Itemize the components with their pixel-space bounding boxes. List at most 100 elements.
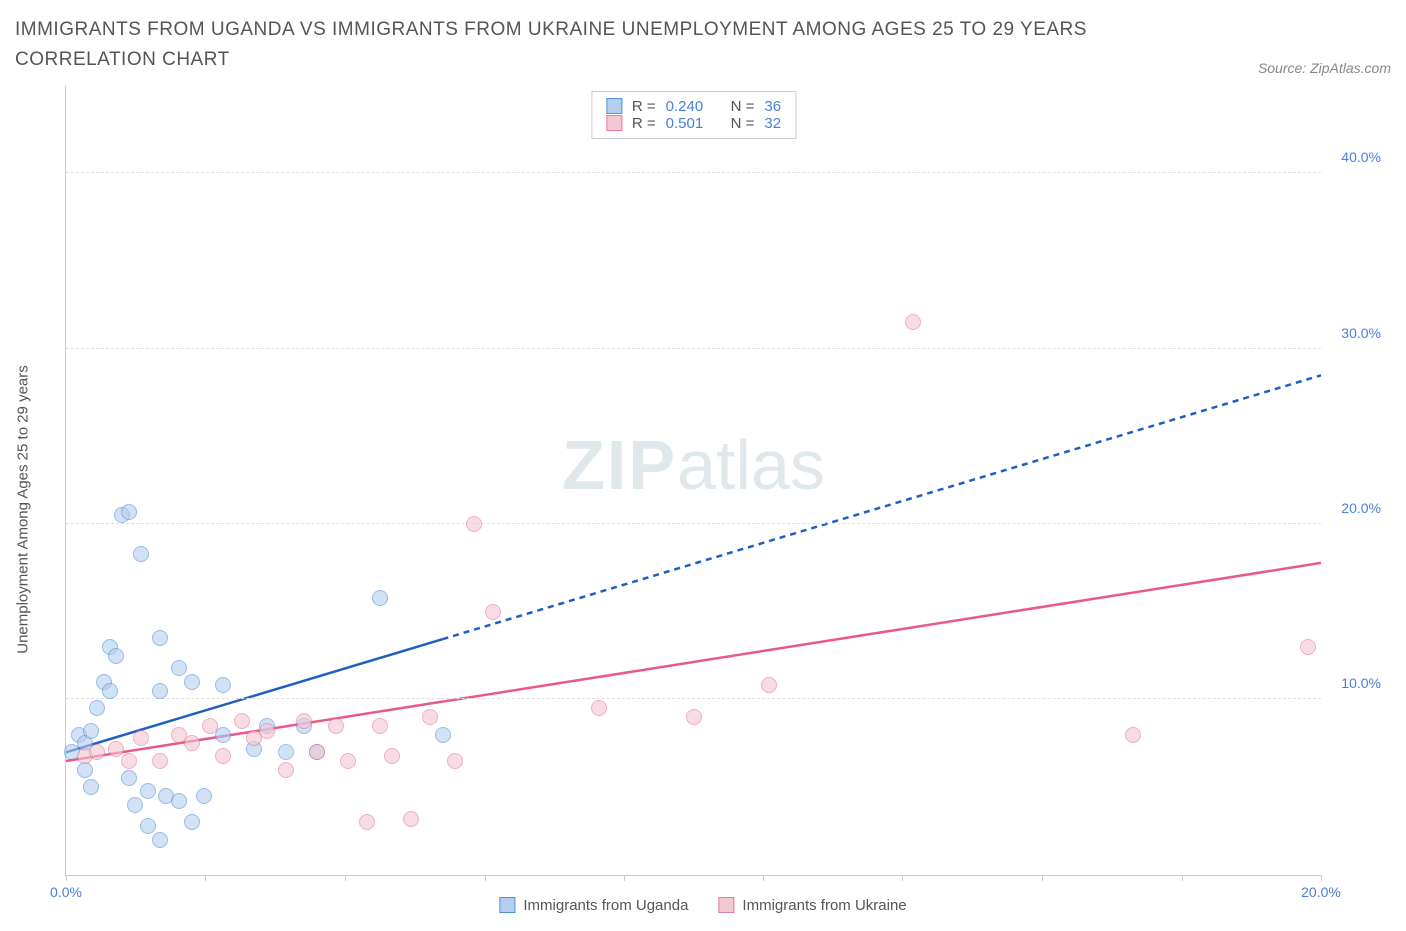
scatter-point [121, 753, 137, 769]
scatter-point [1125, 727, 1141, 743]
scatter-point [466, 516, 482, 532]
scatter-point [152, 630, 168, 646]
scatter-point [89, 744, 105, 760]
x-tick [1321, 875, 1322, 881]
series-name: Immigrants from Uganda [523, 897, 688, 914]
scatter-point [403, 811, 419, 827]
scatter-point [196, 788, 212, 804]
scatter-point [121, 504, 137, 520]
y-tick-label: 40.0% [1341, 149, 1381, 165]
scatter-point [215, 677, 231, 693]
scatter-point [278, 744, 294, 760]
series-name: Immigrants from Ukraine [742, 897, 906, 914]
scatter-point [340, 753, 356, 769]
series-legend: Immigrants from Uganda Immigrants from Uk… [499, 897, 906, 914]
x-tick [624, 875, 625, 881]
scatter-point [278, 762, 294, 778]
legend-swatch [606, 115, 622, 131]
plot-area: ZIPatlas R =0.240N =36R =0.501N =32 10.0… [65, 86, 1321, 876]
scatter-point [121, 770, 137, 786]
scatter-point [108, 741, 124, 757]
scatter-point [905, 314, 921, 330]
scatter-point [140, 818, 156, 834]
scatter-point [372, 718, 388, 734]
scatter-point [435, 727, 451, 743]
scatter-point [309, 744, 325, 760]
legend-swatch [499, 897, 515, 913]
x-tick [66, 875, 67, 881]
scatter-point [215, 748, 231, 764]
scatter-point [83, 779, 99, 795]
legend-top-row: R = 0.501 N = 32 [606, 115, 781, 132]
scatter-point [133, 546, 149, 562]
scatter-point [184, 674, 200, 690]
scatter-point [89, 700, 105, 716]
scatter-point [686, 709, 702, 725]
x-tick [345, 875, 346, 881]
scatter-point [127, 797, 143, 813]
scatter-point [761, 677, 777, 693]
scatter-point [591, 700, 607, 716]
n-label: N = [731, 115, 755, 132]
x-tick [763, 875, 764, 881]
r-label: R = [632, 98, 656, 115]
watermark: ZIPatlas [562, 425, 825, 505]
n-label: N = [731, 98, 755, 115]
legend-swatch [718, 897, 734, 913]
x-tick [1042, 875, 1043, 881]
scatter-point [77, 762, 93, 778]
scatter-point [83, 723, 99, 739]
legend-bottom-item: Immigrants from Uganda [499, 897, 688, 914]
scatter-point [171, 793, 187, 809]
chart-container: Unemployment Among Ages 25 to 29 years Z… [15, 86, 1391, 916]
scatter-point [184, 735, 200, 751]
y-tick-label: 20.0% [1341, 500, 1381, 516]
scatter-point [485, 604, 501, 620]
scatter-point [152, 683, 168, 699]
scatter-point [140, 783, 156, 799]
x-tick [1182, 875, 1183, 881]
y-axis-label: Unemployment Among Ages 25 to 29 years [15, 365, 32, 654]
r-value: 0.240 [666, 98, 721, 115]
scatter-point [234, 713, 250, 729]
scatter-point [328, 718, 344, 734]
scatter-point [372, 590, 388, 606]
scatter-point [384, 748, 400, 764]
scatter-point [296, 713, 312, 729]
scatter-point [152, 753, 168, 769]
legend-bottom-item: Immigrants from Ukraine [718, 897, 906, 914]
scatter-point [108, 648, 124, 664]
y-tick-label: 30.0% [1341, 325, 1381, 341]
scatter-point [171, 660, 187, 676]
gridline [66, 523, 1321, 524]
trend-line-dashed [443, 375, 1322, 639]
source-text: Source: ZipAtlas.com [1258, 60, 1391, 76]
legend-swatch [606, 98, 622, 114]
watermark-atlas: atlas [677, 426, 825, 504]
n-value: 36 [764, 98, 781, 115]
y-tick-label: 10.0% [1341, 675, 1381, 691]
scatter-point [259, 723, 275, 739]
legend-top-row: R = 0.240 N = 36 [606, 98, 781, 115]
chart-title: IMMIGRANTS FROM UGANDA VS IMMIGRANTS FRO… [15, 15, 1115, 76]
r-label: R = [632, 115, 656, 132]
scatter-point [422, 709, 438, 725]
scatter-point [202, 718, 218, 734]
n-value: 32 [764, 115, 781, 132]
x-tick [205, 875, 206, 881]
x-tick-label: 20.0% [1301, 884, 1341, 900]
x-tick [485, 875, 486, 881]
scatter-point [447, 753, 463, 769]
scatter-point [102, 683, 118, 699]
scatter-point [133, 730, 149, 746]
scatter-point [184, 814, 200, 830]
scatter-point [359, 814, 375, 830]
r-value: 0.501 [666, 115, 721, 132]
scatter-point [1300, 639, 1316, 655]
gridline [66, 698, 1321, 699]
gridline [66, 172, 1321, 173]
watermark-zip: ZIP [562, 426, 677, 504]
gridline [66, 348, 1321, 349]
correlation-legend: R = 0.240 N = 36 R = 0.501 N = 32 [591, 91, 796, 139]
x-tick [902, 875, 903, 881]
